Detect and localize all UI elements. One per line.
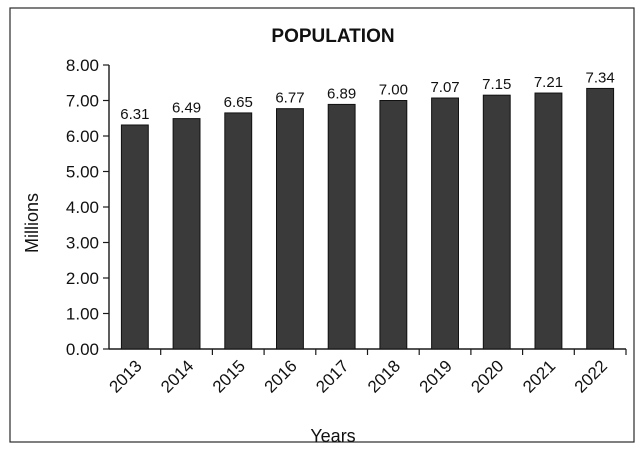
y-tick-label: 0.00 [66, 340, 99, 359]
x-axis-title: Years [310, 426, 355, 446]
data-label: 7.00 [379, 82, 408, 99]
bar-2016 [276, 108, 304, 350]
chart-title: POPULATION [271, 26, 394, 47]
bar-2017 [327, 103, 356, 350]
y-tick-label: 2.00 [66, 269, 99, 288]
data-label: 7.34 [586, 69, 615, 86]
y-tick-label: 4.00 [66, 198, 99, 217]
data-label: 7.07 [430, 79, 459, 96]
data-label: 6.77 [275, 90, 304, 107]
y-tick-label: 6.00 [66, 127, 99, 146]
bar-2019 [431, 97, 459, 350]
data-label: 7.15 [482, 76, 511, 93]
data-label: 6.65 [224, 94, 253, 111]
y-tick-label: 5.00 [66, 163, 99, 182]
data-label: 6.89 [327, 85, 356, 102]
chart-frame [9, 7, 635, 443]
bar-2021 [534, 92, 563, 350]
bar-2013 [120, 124, 149, 350]
bar-2015 [224, 112, 253, 350]
bar-2014 [172, 118, 201, 350]
bar-2018 [379, 100, 408, 350]
y-tick-label: 3.00 [66, 234, 99, 253]
y-tick-label: 7.00 [66, 92, 99, 111]
y-tick-label: 1.00 [66, 305, 99, 324]
bar-2020 [482, 94, 511, 350]
y-tick-label: 8.00 [66, 56, 99, 75]
y-axis-title: Millions [22, 193, 42, 253]
data-label: 6.31 [120, 106, 149, 123]
data-label: 7.21 [534, 74, 563, 91]
data-label: 6.49 [172, 100, 201, 117]
bar-2022 [586, 87, 615, 350]
